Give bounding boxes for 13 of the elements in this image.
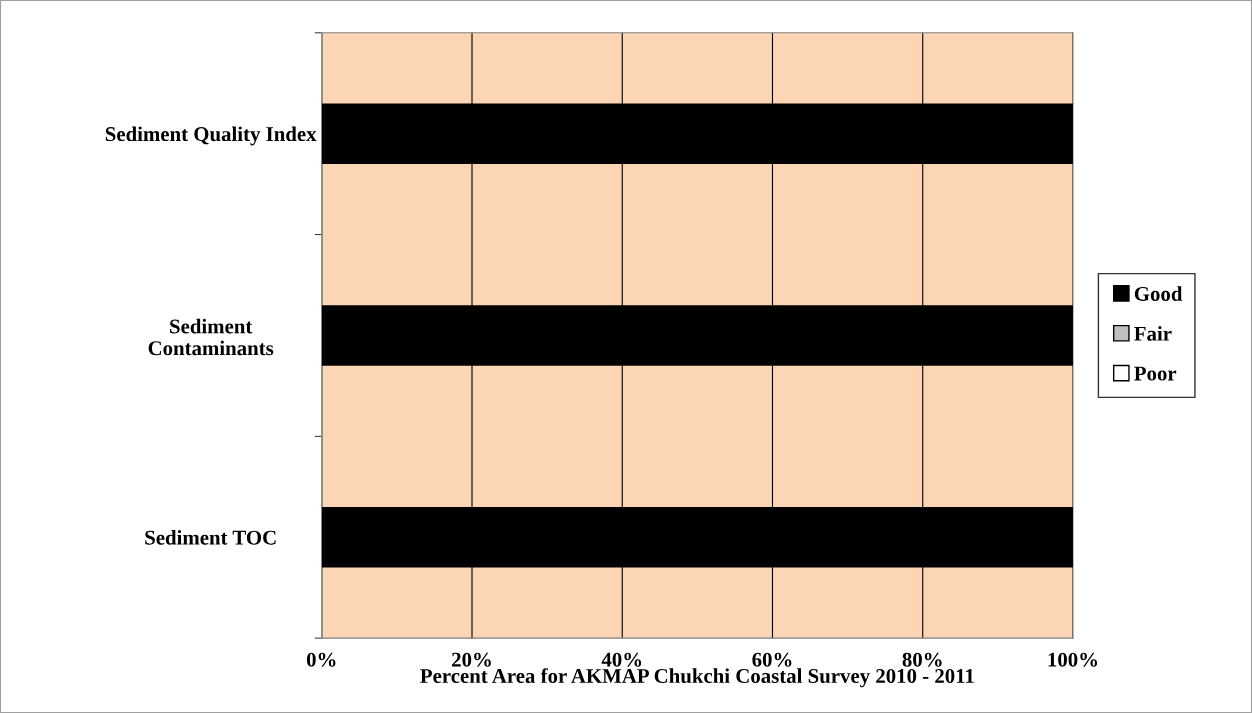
x-tick-label: 0% <box>306 652 336 667</box>
legend-label: Poor <box>1134 366 1177 381</box>
x-axis-title: Percent Area for AKMAP Chukchi Coastal Survey 2010 - 2011 <box>420 668 974 688</box>
x-tick-label: 20% <box>452 652 491 667</box>
y-tick-label: Sediment TOC <box>145 530 276 545</box>
y-tick-label: Sediment Quality Index <box>105 126 317 146</box>
x-tick-label: 80% <box>902 652 942 667</box>
x-tick-label: 40% <box>601 652 642 667</box>
y-tick-label: Sediment Contaminants <box>148 318 274 356</box>
legend-label: Fair <box>1134 326 1172 341</box>
x-tick-label: 100% <box>1048 652 1098 667</box>
legend-label: Good <box>1134 286 1183 301</box>
x-tick-label: 60% <box>752 652 792 667</box>
